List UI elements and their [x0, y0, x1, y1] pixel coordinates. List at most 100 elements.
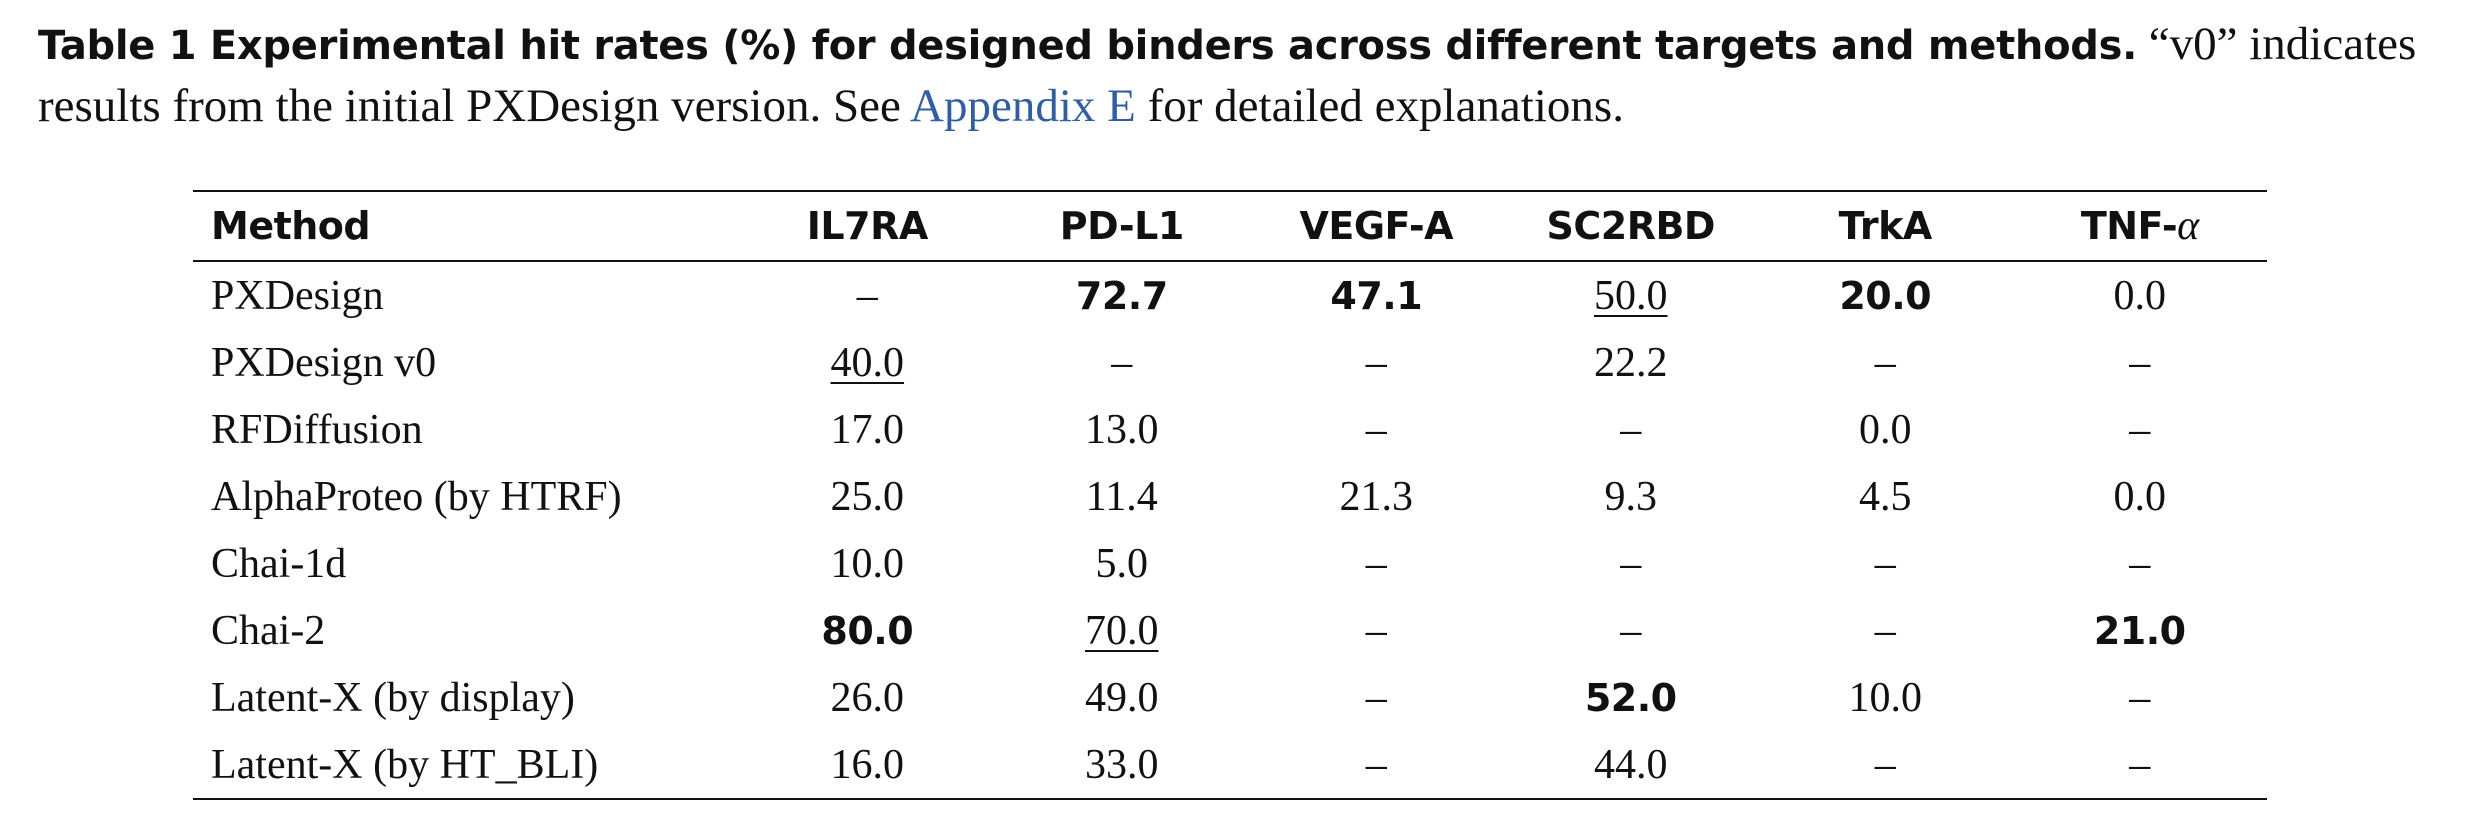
method-cell: Chai-2	[211, 607, 326, 654]
value-cell-pd-l1: 70.0	[995, 597, 1249, 664]
cell-value: 22.2	[1593, 339, 1668, 386]
value-cell-sc2rbd: –	[1504, 396, 1758, 463]
cell-value: –	[1111, 339, 1133, 386]
cell-value: 44.0	[1593, 741, 1668, 788]
cell-value: –	[1365, 607, 1387, 654]
cell-value: 13.0	[1085, 406, 1159, 453]
cell-value: –	[2129, 674, 2151, 721]
value-cell-tnf-alpha: 21.0	[2012, 597, 2267, 664]
value-cell-vegf-a: –	[1249, 664, 1503, 731]
value-cell-vegf-a: –	[1249, 396, 1503, 463]
cell-value: –	[1620, 607, 1642, 654]
value-cell-vegf-a: –	[1249, 731, 1503, 799]
cell-value: –	[1874, 607, 1896, 654]
value-cell-trka: –	[1758, 597, 2012, 664]
appendix-link[interactable]: Appendix E	[910, 80, 1136, 132]
cell-value: –	[1365, 339, 1387, 386]
table-row: PXDesign v0 40.0 – – 22.2 – –	[193, 329, 2267, 396]
value-cell-il7ra: 25.0	[740, 463, 994, 530]
cell-value: 49.0	[1085, 674, 1159, 721]
value-cell-trka: 4.5	[1758, 463, 2012, 530]
value-cell-il7ra: 26.0	[740, 664, 994, 731]
cell-value: 80.0	[821, 608, 914, 653]
header-method: Method	[211, 204, 371, 248]
cell-value: 9.3	[1604, 473, 1657, 520]
cell-value: –	[1365, 540, 1387, 587]
method-cell: Latent-X (by display)	[211, 674, 575, 721]
cell-value: 70.0	[1085, 607, 1159, 654]
table-caption: Table 1 Experimental hit rates (%) for d…	[38, 14, 2448, 136]
method-cell: PXDesign	[211, 272, 384, 319]
value-cell-sc2rbd: –	[1504, 530, 1758, 597]
table-body: PXDesign – 72.7 47.1 50.0 20.0 0.0 PXDesign v0 4…	[193, 261, 2267, 799]
header-alpha-symbol: α	[2177, 203, 2199, 249]
cell-value: –	[1365, 741, 1387, 788]
value-cell-tnf-alpha: 0.0	[2012, 463, 2267, 530]
value-cell-vegf-a: 21.3	[1249, 463, 1503, 530]
cell-value: 16.0	[830, 741, 905, 788]
header-vegf-a: VEGF-A	[1299, 204, 1454, 248]
value-cell-trka: –	[1758, 329, 2012, 396]
header-tnf-alpha: TNF-α	[2012, 191, 2267, 261]
value-cell-trka: 10.0	[1758, 664, 2012, 731]
value-cell-trka: –	[1758, 731, 2012, 799]
table-row: PXDesign – 72.7 47.1 50.0 20.0 0.0	[193, 261, 2267, 329]
caption-text-end: for detailed explanations.	[1135, 80, 1624, 132]
results-table-container: Method IL7RA PD-L1 VEGF-A SC2RBD TrkA TN…	[193, 190, 2267, 800]
value-cell-pd-l1: 49.0	[995, 664, 1249, 731]
cell-value: –	[2129, 540, 2151, 587]
cell-value: –	[1874, 339, 1896, 386]
table-header-row: Method IL7RA PD-L1 VEGF-A SC2RBD TrkA TN…	[193, 191, 2267, 261]
cell-value: 10.0	[1848, 674, 1922, 721]
value-cell-trka: 20.0	[1758, 261, 2012, 329]
value-cell-il7ra: 17.0	[740, 396, 994, 463]
value-cell-il7ra: 40.0	[740, 329, 994, 396]
value-cell-tnf-alpha: –	[2012, 329, 2267, 396]
cell-value: 21.3	[1339, 473, 1414, 520]
method-cell: PXDesign v0	[211, 339, 437, 386]
value-cell-trka: –	[1758, 530, 2012, 597]
value-cell-vegf-a: –	[1249, 530, 1503, 597]
table-row: AlphaProteo (by HTRF) 25.0 11.4 21.3 9.3 4.5 0…	[193, 463, 2267, 530]
cell-value: 10.0	[830, 540, 905, 587]
cell-value: 52.0	[1584, 675, 1677, 720]
value-cell-sc2rbd: 9.3	[1504, 463, 1758, 530]
header-trka: TrkA	[1838, 204, 1933, 248]
cell-value: 33.0	[1085, 741, 1159, 788]
value-cell-pd-l1: –	[995, 329, 1249, 396]
cell-value: 20.0	[1839, 273, 1932, 318]
table-row: Chai-2 80.0 70.0 – – – 21.0	[193, 597, 2267, 664]
cell-value: –	[1620, 540, 1642, 587]
value-cell-tnf-alpha: –	[2012, 731, 2267, 799]
value-cell-vegf-a: 47.1	[1249, 261, 1503, 329]
caption-label: Table 1 Experimental hit rates (%) for d…	[38, 23, 2138, 69]
value-cell-sc2rbd: 44.0	[1504, 731, 1758, 799]
cell-value: 21.0	[2093, 608, 2186, 653]
cell-value: –	[1365, 674, 1387, 721]
value-cell-tnf-alpha: –	[2012, 530, 2267, 597]
value-cell-il7ra: 10.0	[740, 530, 994, 597]
value-cell-sc2rbd: –	[1504, 597, 1758, 664]
cell-value: 26.0	[830, 674, 905, 721]
header-sc2rbd: SC2RBD	[1546, 204, 1716, 248]
table-row: RFDiffusion 17.0 13.0 – – 0.0 –	[193, 396, 2267, 463]
method-cell: AlphaProteo (by HTRF)	[211, 473, 622, 520]
value-cell-trka: 0.0	[1758, 396, 2012, 463]
cell-value: 5.0	[1095, 540, 1149, 587]
cell-value: –	[1620, 406, 1642, 453]
caption-text: “v0” indicates results from the initial …	[38, 18, 2417, 132]
value-cell-pd-l1: 11.4	[995, 463, 1249, 530]
table-row: Chai-1d 10.0 5.0 – – – –	[193, 530, 2267, 597]
header-il7ra: IL7RA	[806, 204, 928, 248]
value-cell-il7ra: 80.0	[740, 597, 994, 664]
value-cell-vegf-a: –	[1249, 597, 1503, 664]
cell-value: 17.0	[830, 406, 905, 453]
cell-value: 40.0	[830, 339, 905, 386]
value-cell-pd-l1: 33.0	[995, 731, 1249, 799]
cell-value: –	[2129, 741, 2151, 788]
value-cell-pd-l1: 5.0	[995, 530, 1249, 597]
method-cell: RFDiffusion	[211, 406, 423, 453]
cell-value: –	[2129, 406, 2151, 453]
cell-value: 25.0	[830, 473, 905, 520]
value-cell-sc2rbd: 52.0	[1504, 664, 1758, 731]
